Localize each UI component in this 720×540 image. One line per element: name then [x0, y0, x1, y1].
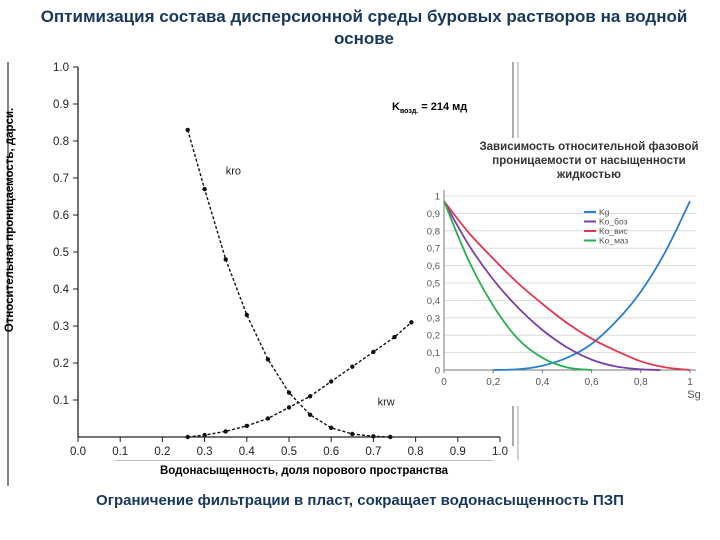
inset-y-tick-label: 1 [435, 192, 440, 203]
inset-y-tick-label: 0,1 [427, 348, 440, 359]
data-point-kro [307, 412, 313, 417]
left-x-tick-label: 0.2 [154, 446, 170, 458]
inset-y-tick-label: 0,6 [427, 261, 440, 272]
inset-x-tick-label: 0,4 [535, 377, 549, 388]
left-x-tick-label: 0.0 [70, 446, 86, 458]
data-point-kro [185, 127, 190, 133]
inset-series-line-ko-вис [443, 200, 691, 371]
left-chart-ticks: 0.1 0.2 0.3 0.4 0.5 0.6 0.7 0.8 0.9 1.0 0.0 0.1 0.2 0… [53, 62, 508, 458]
data-point-krw [371, 349, 376, 355]
x-axis-label-box: Водонасыщенность, доля порового простран… [115, 460, 493, 481]
inset-chart-title: Зависимость относительной фазовой прониц… [479, 141, 699, 181]
inset-x-tick-label: 1 [687, 377, 693, 388]
data-point-kro [350, 431, 355, 437]
left-y-tick-label: 0.7 [53, 173, 69, 185]
left-x-tick-label: 0.5 [281, 446, 297, 458]
left-x-tick-label: 0.7 [365, 446, 381, 458]
left-y-tick-label: 0.6 [53, 210, 69, 222]
inset-legend-label: Ko_маз [599, 236, 629, 246]
series-line-krw [187, 321, 412, 438]
slide-title: Оптимизация состава дисперсионной среды … [40, 7, 688, 48]
left-y-tick-label: 0.1 [53, 395, 69, 407]
inset-y-tick-label: 0 [435, 366, 440, 377]
left-x-tick-label: 0.9 [450, 446, 466, 458]
left-x-tick-label: 0.8 [408, 446, 424, 458]
left-y-tick-label: 0.4 [53, 284, 70, 296]
inset-y-tick-label: 0,3 [427, 313, 440, 324]
left-chart-curve-labels: kro krw [226, 165, 395, 408]
left-y-tick-label: 0.8 [53, 136, 69, 148]
left-chart-series [185, 127, 414, 440]
inset-chart-series [443, 200, 691, 371]
inset-y-tick-label: 0,8 [427, 226, 440, 237]
x-axis-label: Водонасыщенность, доля порового простран… [159, 465, 449, 477]
slide-footer: Ограничение фильтрации в пласт, сокращае… [96, 492, 624, 509]
data-point-kro [286, 390, 292, 395]
data-point-krw [329, 379, 334, 384]
data-point-krw [202, 432, 207, 438]
data-point-kro [223, 257, 228, 262]
left-y-tick-label: 0.9 [53, 99, 69, 111]
annotation-k-value: = 214 мд [421, 101, 468, 113]
inset-x-tick-label: 0,8 [634, 377, 648, 388]
data-point-krw [409, 320, 414, 325]
inset-chart: Зависимость относительной фазовой прониц… [424, 138, 720, 406]
inset-legend-label: Ko_боз [599, 217, 628, 227]
data-point-kro [388, 434, 393, 440]
y-axis-label-box: Относительная проницаемость, дарси. [0, 62, 20, 378]
air-permeability-annotation: Kвозд. = 214 мд [342, 98, 492, 120]
inset-legend-label: Ko_вис [599, 226, 628, 236]
left-x-tick-label: 0.4 [239, 446, 256, 458]
inset-legend-label: Kg [599, 207, 610, 217]
data-point-kro [244, 312, 249, 318]
y-axis-label: Относительная проницаемость, дарси. [4, 107, 16, 333]
inset-y-tick-label: 0,4 [427, 296, 440, 307]
inset-x-axis-label: Sg [687, 389, 700, 401]
inset-x-tick-label: 0,6 [585, 377, 599, 388]
left-x-tick-label: 0.3 [197, 446, 213, 458]
inset-x-tick-label: 0,2 [486, 377, 500, 388]
inset-series-line-kg [493, 200, 691, 371]
data-point-kro [265, 357, 271, 362]
data-point-krw [286, 405, 292, 410]
inset-series-line-ko-боз [443, 200, 661, 371]
data-point-krw [185, 434, 190, 440]
data-point-kro [202, 186, 207, 192]
data-point-krw [244, 423, 249, 429]
data-point-kro [371, 434, 376, 439]
annotation-k-prefix: K [392, 101, 400, 113]
data-point-krw [307, 394, 313, 399]
inset-series-line-ko-маз [443, 200, 592, 371]
inset-y-tick-label: 0,5 [427, 279, 440, 290]
inset-x-tick-label: 0 [441, 377, 447, 388]
inset-y-tick-label: 0,7 [427, 244, 440, 255]
curve-label-kro: kro [226, 165, 241, 177]
inset-chart-ticks: 0,1 0,2 0,3 0,4 0,5 0,6 0,7 0,8 0,9 1 00 0,2 0,4 0,6 0… [427, 192, 701, 402]
left-y-tick-label: 0.5 [53, 247, 69, 259]
curve-label-krw: krw [378, 397, 395, 409]
inset-y-tick-label: 0,2 [427, 331, 440, 342]
data-point-kro [329, 425, 334, 430]
inset-y-tick-label: 0,9 [427, 209, 440, 220]
annotation-k-subscript: возд. [399, 108, 419, 116]
inset-chart-grid [443, 190, 696, 371]
left-x-tick-label: 0.6 [323, 446, 339, 458]
data-point-krw [265, 416, 271, 421]
left-y-tick-label: 0.3 [53, 321, 69, 333]
inset-chart-plot: 0,1 0,2 0,3 0,4 0,5 0,6 0,7 0,8 0,9 1 00 0,2 0,4 0,6 0… [427, 190, 701, 402]
left-x-tick-label: 0.1 [112, 446, 128, 458]
data-point-krw [392, 334, 397, 340]
left-y-tick-label: 0.2 [53, 358, 69, 370]
left-y-tick-label: 1.0 [53, 62, 69, 74]
data-point-krw [223, 429, 228, 434]
left-x-tick-label: 1.0 [492, 446, 508, 458]
data-point-krw [350, 364, 355, 369]
